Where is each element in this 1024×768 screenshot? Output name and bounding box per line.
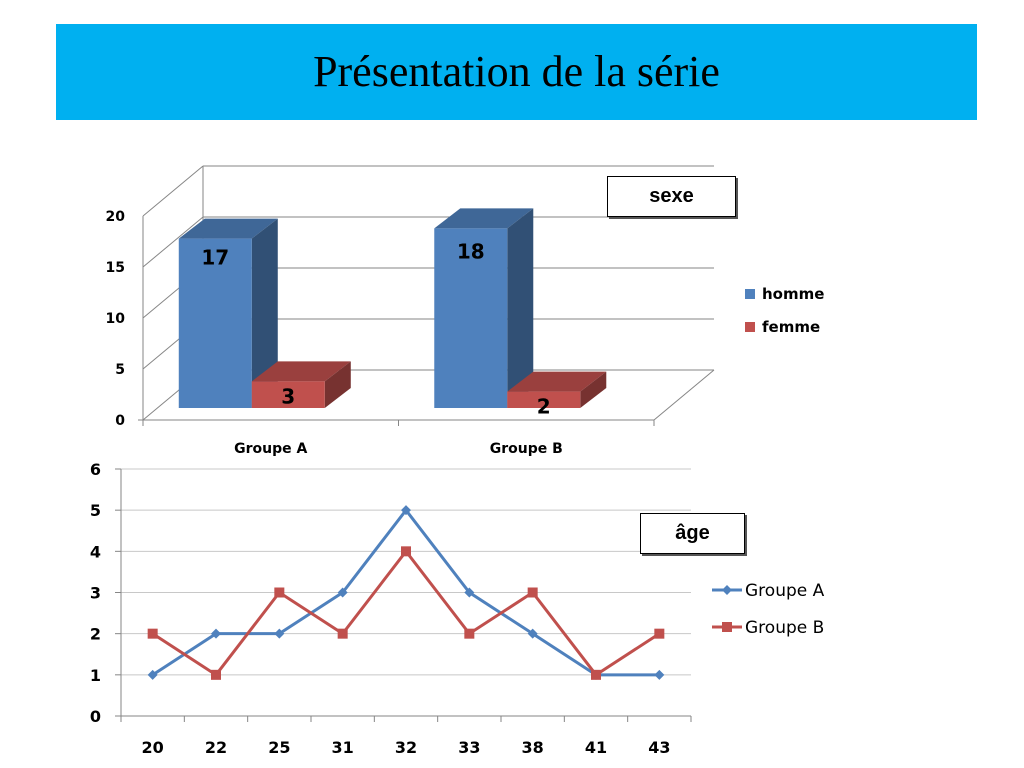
- line-point-diamond: [274, 628, 285, 639]
- bar-category-label: Groupe A: [234, 441, 307, 457]
- bar-chart-title-box: sexe: [607, 176, 736, 217]
- bar-side: [580, 371, 607, 408]
- bar-front: [251, 381, 325, 408]
- line-point-square: [147, 628, 158, 639]
- bar-floor-right-edge: [653, 369, 715, 421]
- line-point-square: [654, 628, 665, 639]
- line-point-square: [527, 587, 538, 598]
- bar-front: [178, 238, 252, 408]
- bar-top: [507, 371, 607, 392]
- line-y-tick-label: 6: [90, 460, 101, 479]
- bar-top: [178, 218, 278, 239]
- bar-legend-swatch: [745, 289, 755, 299]
- line-legend-marker: [722, 585, 732, 595]
- bar-y-tick-label: 5: [115, 362, 125, 378]
- line-y-tick-label: 3: [90, 584, 101, 603]
- bar-y-tick-label: 15: [106, 260, 125, 276]
- bar-top: [434, 208, 534, 229]
- bar-side: [507, 208, 534, 408]
- line-point-diamond: [464, 587, 475, 598]
- line-y-tick-label: 4: [90, 542, 101, 561]
- line-chart-title-box: âge: [640, 513, 745, 554]
- line-point-square: [274, 587, 285, 598]
- slide-title: Présentation de la série: [313, 47, 720, 96]
- bar-data-label: 3: [281, 384, 295, 408]
- bar-front: [434, 228, 508, 408]
- bar-grid-side-4: [142, 165, 204, 217]
- bar-legend-label: femme: [762, 318, 820, 336]
- line-x-tick-label: 32: [395, 738, 417, 757]
- line-point-square: [337, 628, 348, 639]
- line-x-tick-label: 41: [585, 738, 607, 757]
- line-y-tick-label: 2: [90, 625, 101, 644]
- line-legend-label: Groupe B: [745, 618, 824, 638]
- bar-chart-title: sexe: [649, 185, 694, 207]
- line-point-square: [211, 669, 221, 680]
- line-x-tick-label: 43: [648, 738, 670, 757]
- line-point-diamond: [527, 628, 538, 639]
- bar-side: [251, 218, 278, 408]
- bar-data-label: 18: [457, 239, 485, 263]
- bar-category-label: Groupe B: [490, 441, 563, 457]
- bar-front: [507, 391, 581, 408]
- bar-data-label: 17: [201, 246, 229, 270]
- line-point-square: [591, 669, 601, 680]
- line-point-diamond: [147, 669, 158, 680]
- line-point-diamond: [211, 628, 221, 639]
- bar-top: [251, 361, 351, 382]
- line-x-tick-label: 38: [522, 738, 544, 757]
- bar-data-label: 2: [537, 395, 551, 419]
- line-x-tick-label: 33: [458, 738, 480, 757]
- line-x-tick-label: 25: [268, 738, 290, 757]
- line-legend-label: Groupe A: [745, 581, 825, 601]
- bar-grid-side-3: [142, 216, 204, 268]
- bar-legend-swatch: [745, 322, 755, 332]
- line-series-1: [151, 548, 661, 677]
- line-point-square: [464, 628, 475, 639]
- line-y-tick-label: 0: [90, 707, 101, 726]
- bar-y-tick-label: 0: [115, 413, 125, 429]
- title-bar: Présentation de la série: [56, 24, 977, 120]
- bar-y-tick-label: 10: [106, 311, 126, 327]
- line-x-tick-label: 22: [205, 738, 227, 757]
- bar-side: [324, 361, 351, 408]
- line-chart-title: âge: [675, 522, 710, 544]
- bar-legend-label: homme: [762, 285, 824, 303]
- line-legend-marker: [722, 622, 732, 632]
- line-x-tick-label: 20: [142, 738, 164, 757]
- line-point-diamond: [401, 505, 411, 516]
- line-point-diamond: [337, 587, 348, 598]
- line-y-tick-label: 5: [90, 501, 101, 520]
- line-x-tick-label: 31: [332, 738, 354, 757]
- line-point-diamond: [654, 669, 665, 680]
- line-point-square: [401, 546, 411, 557]
- bar-y-tick-label: 20: [106, 209, 126, 225]
- line-y-tick-label: 1: [90, 666, 101, 685]
